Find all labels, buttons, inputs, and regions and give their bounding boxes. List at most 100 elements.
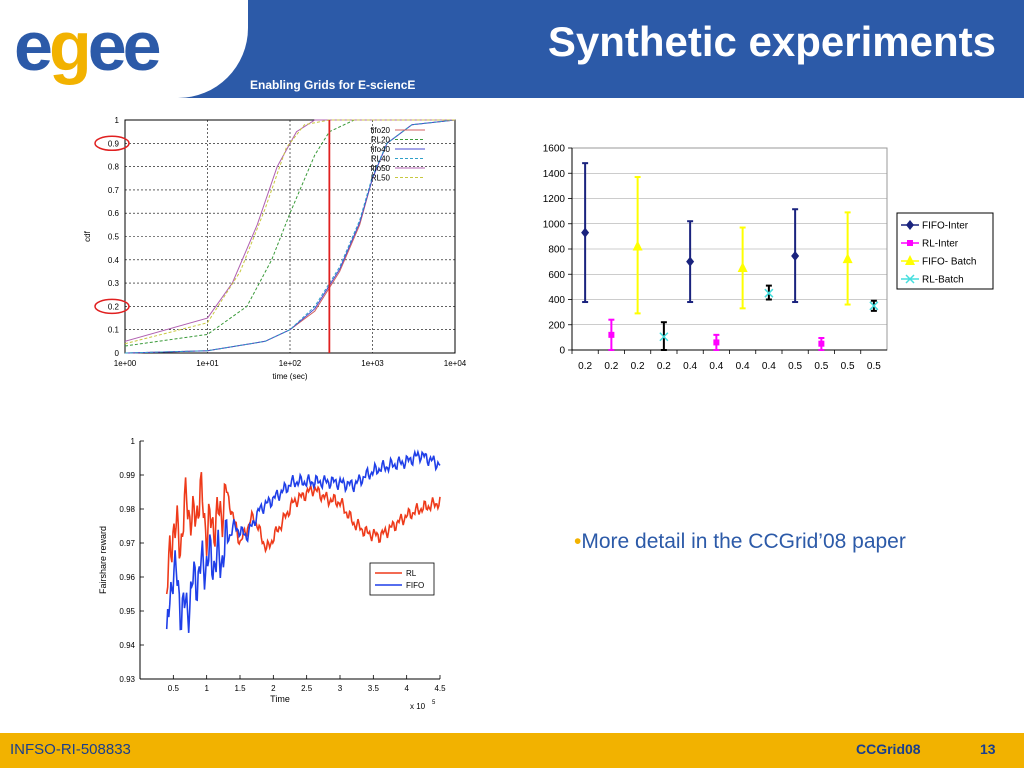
y-tick-label: 0.95 — [119, 607, 135, 616]
footer-project: INFSO-RI-508833 — [10, 741, 131, 758]
data-marker — [713, 339, 720, 346]
y-tick-label: 1000 — [543, 219, 566, 230]
legend-label: RL-Inter — [922, 239, 959, 250]
y-tick-label: 800 — [548, 245, 565, 256]
highlight-ellipse — [94, 298, 130, 315]
y-tick-label: 0.6 — [108, 209, 120, 218]
y-tick-label: 0.8 — [108, 163, 120, 172]
y-tick-label: 200 — [548, 320, 565, 331]
page-title: Synthetic experiments — [547, 18, 996, 65]
data-marker — [764, 288, 774, 298]
legend-label: fifo40 — [370, 145, 390, 154]
x-tick-label: 2.5 — [301, 684, 313, 693]
y-tick-label: 0.99 — [119, 471, 135, 480]
y-tick-label: 0 — [559, 346, 565, 357]
legend-label: FIFO-Inter — [922, 221, 969, 232]
y-tick-label: 0.2 — [108, 302, 120, 311]
legend-label: fifo50 — [370, 164, 390, 173]
data-marker — [818, 340, 825, 347]
legend-label: RL20 — [371, 136, 391, 145]
y-axis-label: Fairshare reward — [98, 526, 108, 594]
legend-label: FIFO- Batch — [922, 257, 976, 268]
y-tick-label: 400 — [548, 295, 565, 306]
x-tick-label: 0.5 — [867, 361, 881, 372]
x-tick-label: 1e+01 — [196, 359, 219, 368]
x-tick-label: 0.5 — [168, 684, 180, 693]
x-tick-label: 3 — [338, 684, 343, 693]
page-number: 13 — [980, 741, 996, 757]
data-marker — [906, 220, 914, 230]
y-tick-label: 0.98 — [119, 505, 135, 514]
legend-label: RL50 — [371, 174, 391, 183]
x-tick-label: 2 — [271, 684, 276, 693]
x-tick-label: 1e+03 — [361, 359, 384, 368]
tagline: Enabling Grids for E-sciencE — [250, 78, 416, 92]
x-multiplier: x 10 — [410, 702, 426, 711]
bullet-point: •More detail in the CCGrid’08 paper — [574, 530, 906, 554]
data-marker — [905, 255, 915, 265]
x-tick-label: 4 — [404, 684, 409, 693]
y-tick-label: 1600 — [543, 144, 566, 155]
data-marker — [842, 253, 853, 264]
x-tick-label: 0.2 — [631, 361, 645, 372]
highlight-ellipse — [94, 135, 130, 152]
y-tick-label: 0.96 — [119, 573, 135, 582]
x-tick-label: 0.5 — [788, 361, 802, 372]
x-tick-label: 1e+00 — [114, 359, 137, 368]
egee-logo: egee — [14, 7, 162, 85]
x-tick-label: 0.4 — [709, 361, 723, 372]
x-tick-label: 0.4 — [683, 361, 697, 372]
y-tick-label: 1 — [131, 437, 136, 446]
x-tick-label: 0.2 — [604, 361, 618, 372]
x-tick-label: 3.5 — [368, 684, 380, 693]
slide-header: egee Enabling Grids for E-sciencE Synthe… — [0, 0, 1024, 98]
data-marker — [608, 331, 615, 338]
data-marker — [737, 261, 748, 272]
footer-conference: CCGrid08 — [856, 741, 921, 757]
series-line — [165, 471, 441, 595]
x-axis-label: time (sec) — [272, 372, 307, 381]
data-marker — [686, 256, 695, 267]
series-line — [165, 449, 441, 633]
data-marker — [659, 332, 669, 342]
legend-label: RL — [406, 569, 417, 578]
data-marker — [581, 227, 590, 238]
y-tick-label: 0.3 — [108, 279, 120, 288]
legend-label: fifo20 — [370, 126, 390, 135]
x-tick-label: 1 — [204, 684, 209, 693]
x-tick-label: 0.4 — [762, 361, 776, 372]
x-tick-label: 0.5 — [841, 361, 855, 372]
slide-footer: INFSO-RI-508833 CCGrid08 13 — [0, 733, 1024, 768]
y-tick-label: 1400 — [543, 169, 566, 180]
legend-label: RL-Batch — [922, 275, 964, 286]
data-marker — [905, 274, 915, 284]
y-tick-label: 0 — [115, 349, 120, 358]
x-axis-label: Time — [270, 694, 290, 704]
y-tick-label: 0.7 — [108, 186, 120, 195]
y-axis-label: cdf — [83, 230, 92, 241]
legend-label: RL40 — [371, 155, 391, 164]
series-line — [124, 119, 456, 354]
errorbar-chart: 0 200 400 600 800 1000 1200 1400 1600 0.2 0.2 0.2 0.… — [543, 144, 994, 372]
x-tick-label: 1e+04 — [444, 359, 467, 368]
y-tick-label: 1200 — [543, 194, 566, 205]
x-multiplier-exponent: 5 — [432, 700, 436, 706]
x-tick-label: 0.2 — [578, 361, 592, 372]
y-tick-label: 0.94 — [119, 641, 135, 650]
y-tick-label: 0.1 — [108, 326, 120, 335]
data-marker — [907, 240, 913, 246]
y-tick-label: 600 — [548, 270, 565, 281]
bullet-text: More detail in the CCGrid’08 paper — [581, 530, 906, 553]
legend-box — [369, 562, 435, 596]
x-tick-label: 0.4 — [736, 361, 750, 372]
legend-label: FIFO — [406, 581, 424, 590]
data-marker — [632, 240, 643, 251]
data-marker — [791, 250, 800, 261]
y-tick-label: 1 — [115, 116, 120, 125]
y-tick-label: 0.93 — [119, 675, 135, 684]
series-line — [124, 119, 455, 345]
series-line — [124, 119, 455, 342]
logo-panel: egee — [0, 0, 248, 98]
fairshare-chart: 0.93 0.94 0.95 0.96 0.97 0.98 0.99 1 0.5 1 1.5 2 2.5… — [98, 437, 446, 711]
x-tick-label: 1e+02 — [279, 359, 302, 368]
